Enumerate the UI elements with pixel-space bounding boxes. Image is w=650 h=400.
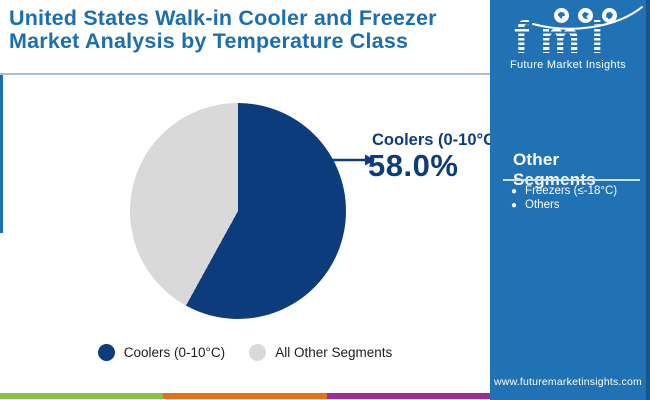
- bullet-icon: ●: [511, 199, 518, 211]
- fmi-logo-subtitle: Future Market Insights: [509, 59, 627, 71]
- globe-map-icon: [602, 8, 617, 23]
- left-accent-bar: [0, 75, 3, 233]
- chart-legend: Coolers (0-10°C) All Other Segments: [0, 344, 490, 361]
- other-segment-item-freezers: ● Freezers (≤-18°C): [511, 185, 617, 199]
- other-segments-divider: [503, 179, 640, 181]
- other-segment-label-freezers: Freezers (≤-18°C): [525, 185, 618, 197]
- fmi-logo-icons: [554, 8, 617, 23]
- asia-map-icon: [578, 8, 593, 23]
- legend-swatch-coolers: [97, 344, 115, 361]
- legend-item-other-segments: All Other Segments: [249, 344, 392, 361]
- website-url: www.futuremarketinsights.com: [494, 376, 642, 388]
- footer-stripe-orange: [163, 393, 327, 399]
- other-segments-title: Other Segments: [513, 150, 596, 189]
- legend-item-coolers: Coolers (0-10°C): [97, 344, 226, 361]
- americas-map-icon: [554, 8, 569, 23]
- legend-label-other-segments: All Other Segments: [275, 345, 393, 360]
- pie-chart: [130, 103, 346, 319]
- legend-label-coolers: Coolers (0-10°C): [123, 345, 226, 360]
- footer-stripe-purple: [326, 393, 490, 399]
- sidebar: fmi Future Market Insights Other Segment…: [490, 0, 650, 400]
- other-segment-label-others: Others: [525, 198, 560, 211]
- legend-swatch-other-segments: [249, 344, 267, 361]
- other-segments-list: ● Freezers (≤-18°C) ● Others: [511, 185, 617, 212]
- callout-value: 58.0%: [368, 148, 459, 183]
- other-segment-item-others: ● Others: [511, 199, 617, 213]
- bullet-icon: ●: [511, 186, 518, 197]
- logo-swoosh-icon: [532, 6, 643, 30]
- footer-stripes: [0, 393, 490, 399]
- title-separator: [0, 73, 490, 75]
- footer-stripe-green: [0, 393, 164, 399]
- callout-label: Coolers (0-10°C): [372, 131, 501, 149]
- fmi-logo-text: fmi: [514, 12, 615, 63]
- callout-arrow-icon: [331, 154, 375, 166]
- page-title-line1: United States Walk-in Cooler and Freezer: [9, 6, 437, 30]
- page-title-line2: Market Analysis by Temperature Class: [9, 28, 409, 53]
- page-title: United States Walk-in Cooler and Freezer…: [9, 7, 487, 52]
- pie-callout: Coolers (0-10°C) 58.0%: [368, 131, 501, 181]
